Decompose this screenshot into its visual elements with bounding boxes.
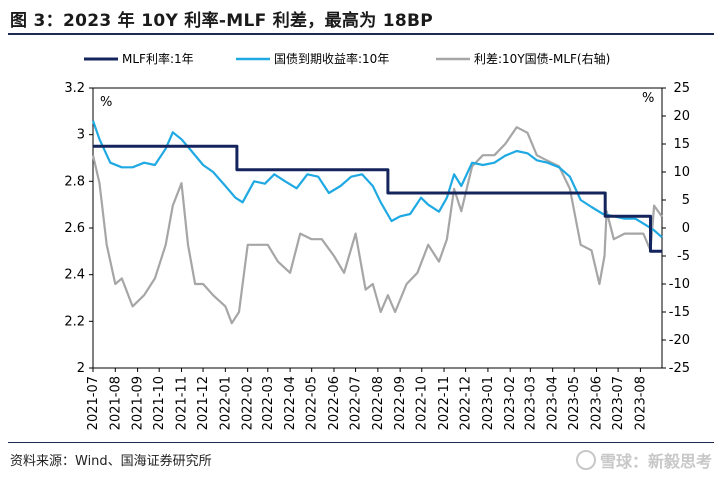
x-axis-tick-label: 2023-05 [567, 376, 582, 430]
left-axis-tick-label: 3.2 [64, 81, 85, 96]
x-axis-tick-label: 2022-07 [349, 376, 364, 430]
left-axis-unit: % [100, 95, 112, 110]
left-axis-tick-label: 2.2 [64, 314, 85, 329]
x-axis-tick-label: 2023-07 [611, 376, 626, 430]
left-axis-tick-label: 2.4 [64, 268, 85, 283]
left-axis-tick-label: 2 [77, 361, 85, 376]
x-axis-tick-label: 2021-10 [152, 376, 167, 430]
right-axis-tick-label: 5 [682, 193, 690, 208]
x-axis-tick-label: 2021-07 [86, 376, 101, 430]
watermark-text: 雪球：新毅思考 [599, 452, 712, 471]
legend-label-0: MLF利率:1年 [122, 51, 194, 66]
x-axis-tick-label: 2021-11 [174, 376, 189, 430]
right-axis-tick-label: -25 [669, 361, 690, 376]
x-axis-tick-label: 2022-01 [218, 376, 233, 430]
right-axis-tick-label: 0 [682, 221, 690, 236]
axes: 2 2.2 2.4 2.6 2.8 3 3.2% -25 -20 -15 -10 -5 0 5 10 15 20… [64, 81, 690, 430]
x-axis-tick-label: 2022-12 [459, 376, 474, 430]
snowball-logo-icon [575, 450, 596, 470]
series-layer [91, 120, 663, 325]
chart: MLF利率:1年 国债到期收益率:10年 利差:10Y国债-MLF(右轴) 2 2.2… [64, 51, 690, 430]
right-axis-tick-label: -20 [669, 333, 690, 348]
source-divider [8, 442, 714, 443]
right-axis-tick-label: -5 [677, 249, 690, 264]
right-axis-unit: % [642, 91, 654, 106]
x-axis-tick-label: 2022-06 [327, 376, 342, 430]
series-line-1 [91, 120, 663, 239]
legend-label-2: 利差:10Y国债-MLF(右轴) [474, 51, 610, 66]
legend-label-1: 国债到期收益率:10年 [274, 51, 389, 66]
x-axis-tick-label: 2023-06 [590, 376, 605, 430]
x-axis-tick-label: 2022-03 [261, 376, 276, 430]
source-note: 资料来源：Wind、国海证券研究所 [10, 454, 212, 469]
x-axis-tick-label: 2023-01 [481, 376, 496, 430]
x-axis-tick-label: 2022-04 [283, 376, 298, 430]
series-line-0 [93, 144, 662, 253]
title-divider [8, 33, 714, 35]
right-axis-tick-label: 10 [673, 165, 690, 180]
figure-title: 图 3：2023 年 10Y 利率-MLF 利差，最高为 18BP [10, 11, 434, 31]
right-axis-tick-label: 25 [673, 81, 690, 96]
x-axis-tick-label: 2021-09 [131, 376, 146, 430]
right-axis-tick-label: 15 [673, 137, 690, 152]
x-axis-tick-label: 2022-05 [305, 376, 320, 430]
series-line-2 [91, 126, 663, 325]
left-axis-tick-label: 2.6 [64, 221, 85, 236]
x-axis-tick-label: 2021-08 [108, 376, 123, 430]
x-axis-tick-label: 2022-09 [393, 376, 408, 430]
x-axis-tick-label: 2023-04 [546, 376, 561, 430]
right-axis-tick-label: 20 [673, 109, 690, 124]
x-axis-tick-label: 2022-10 [415, 376, 430, 430]
right-axis-tick-label: -10 [669, 277, 690, 292]
left-axis-tick-label: 2.8 [64, 174, 85, 189]
x-axis-tick-label: 2023-03 [523, 376, 538, 430]
x-axis-tick-label: 2022-11 [437, 376, 452, 430]
right-axis-tick-label: -15 [669, 305, 690, 320]
x-axis-tick-label: 2023-02 [503, 376, 518, 430]
x-axis-tick-label: 2022-02 [241, 376, 256, 430]
x-axis-tick-label: 2022-08 [371, 376, 386, 430]
watermark: 雪球：新毅思考 [575, 448, 712, 472]
left-axis-tick-label: 3 [77, 128, 85, 143]
x-axis-tick-label: 2021-12 [196, 376, 211, 430]
x-axis-tick-label: 2023-08 [633, 376, 648, 430]
legend: MLF利率:1年 国债到期收益率:10年 利差:10Y国债-MLF(右轴) [84, 51, 610, 66]
